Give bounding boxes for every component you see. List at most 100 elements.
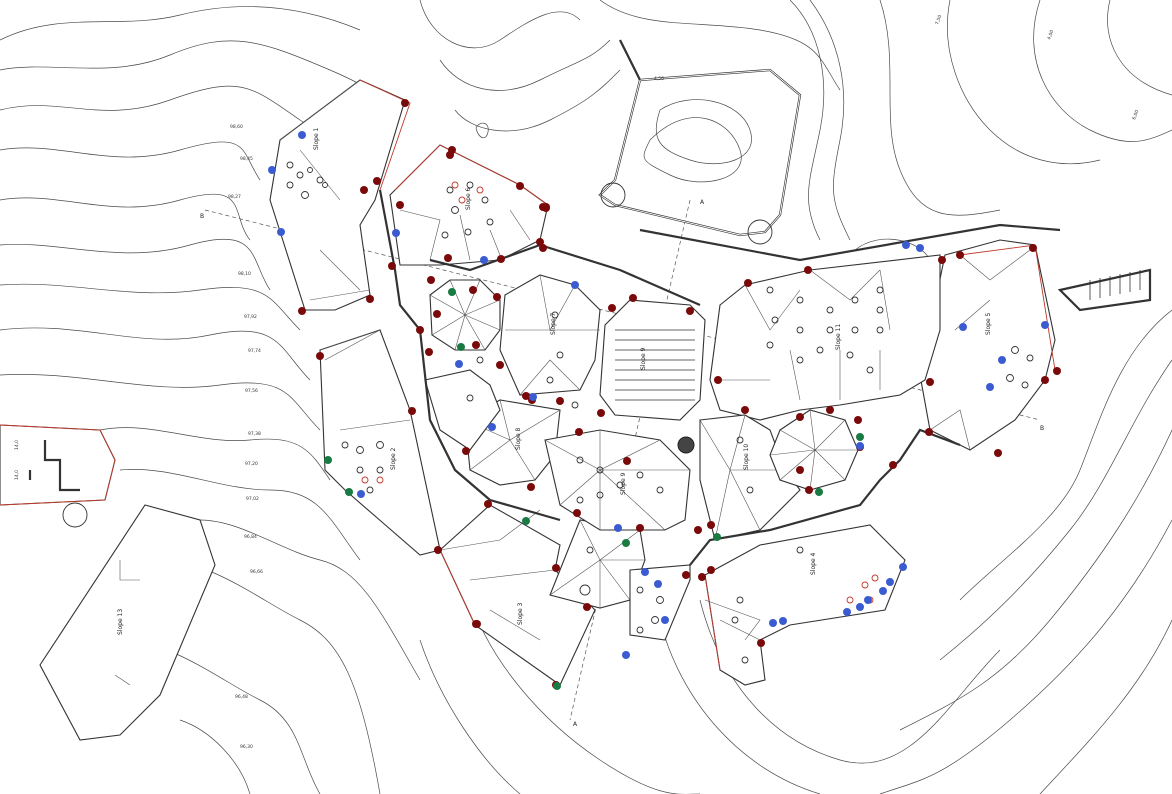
pit-ring (301, 191, 309, 199)
pit-ring (766, 341, 774, 349)
pit-ring (876, 286, 884, 294)
pit-ring (846, 351, 854, 359)
survey-marker-red (796, 466, 804, 474)
pit-ring (546, 376, 554, 384)
survey-markers (268, 99, 1061, 690)
survey-marker-red (804, 266, 812, 274)
pit-ring (851, 296, 859, 304)
survey-marker-red (434, 546, 442, 554)
slope-9-label: Slope 9 (640, 347, 647, 370)
pit-ring (736, 436, 744, 444)
contour-label: 98,27 (228, 194, 241, 200)
survey-marker-red (388, 262, 396, 270)
drain-grate (677, 436, 695, 454)
pit-ring (796, 546, 804, 554)
pit-ring (466, 181, 474, 189)
survey-marker-blue (298, 131, 306, 139)
survey-marker-red (597, 409, 605, 417)
pit-ring-red (846, 596, 854, 604)
survey-marker-blue (268, 166, 276, 174)
survey-marker-red (682, 571, 690, 579)
pit-ring (556, 351, 564, 359)
pit-ring (466, 394, 474, 402)
survey-marker-red (629, 294, 637, 302)
slope-3-label: Slope 3 (517, 602, 524, 625)
pit-ring-red (451, 181, 459, 189)
pit-ring (796, 296, 804, 304)
survey-marker-red (462, 447, 470, 455)
survey-marker-blue (879, 587, 887, 595)
survey-marker-blue (392, 229, 400, 237)
survey-marker-blue (614, 524, 622, 532)
pit-ring-red (476, 186, 484, 194)
slope-4-label: Slope 4 (810, 552, 817, 575)
contour-label: 96,84 (244, 534, 257, 540)
survey-marker-red (636, 524, 644, 532)
elevation-e1: 4,56 (654, 76, 664, 82)
survey-marker-red (744, 279, 752, 287)
slope-2-label: Slope 2 (390, 447, 397, 470)
contour-label: 97,02 (246, 496, 259, 502)
slope-5-label: Slope 5 (985, 312, 992, 335)
survey-marker-red (583, 603, 591, 611)
pit-ring (876, 326, 884, 334)
pit-ring (316, 176, 324, 184)
contour-label: 98,60 (230, 124, 243, 130)
pit-ring (656, 486, 664, 494)
contour-label: 97,74 (248, 348, 261, 354)
contour-label: 97,38 (248, 431, 261, 437)
pit-ring (476, 356, 484, 364)
pit-ring (576, 456, 584, 464)
survey-marker-red (826, 406, 834, 414)
pit-ring (322, 182, 328, 188)
survey-marker-red (360, 186, 368, 194)
survey-marker-blue (998, 356, 1006, 364)
survey-marker-blue (886, 578, 894, 586)
survey-marker-green (856, 433, 864, 441)
survey-marker-blue (779, 617, 787, 625)
pit-ring (826, 326, 834, 334)
contour-label: 97,56 (245, 388, 258, 394)
survey-marker-red (956, 251, 964, 259)
pit-ring (441, 231, 449, 239)
survey-marker-green (448, 288, 456, 296)
pit-ring (1006, 374, 1014, 382)
pit-ring (551, 311, 559, 319)
survey-marker-red (493, 293, 501, 301)
survey-marker-green (713, 533, 721, 541)
pit-ring (571, 401, 579, 409)
pit-ring (636, 471, 644, 479)
survey-marker-blue (357, 490, 365, 498)
pit-ring (796, 356, 804, 364)
survey-marker-red (994, 449, 1002, 457)
survey-marker-blue (986, 383, 994, 391)
pit-ring (356, 466, 364, 474)
survey-marker-red (497, 255, 505, 263)
pit-ring (481, 196, 489, 204)
survey-marker-red (714, 376, 722, 384)
elevation-e5: 14,0 (14, 440, 20, 450)
survey-marker-red (623, 457, 631, 465)
pit-ring (766, 286, 774, 294)
contour-labels: 98,60 98,45 98,27 98,10 97,92 97,74 97,56 97,38… (228, 124, 263, 750)
survey-marker-red (473, 620, 481, 628)
pit-ring-red (861, 581, 869, 589)
survey-marker-red (925, 428, 933, 436)
survey-marker-red (552, 564, 560, 572)
survey-marker-red (608, 304, 616, 312)
pit-ring (876, 306, 884, 314)
survey-marker-red (472, 341, 480, 349)
survey-marker-red (539, 244, 547, 252)
survey-marker-blue (843, 608, 851, 616)
section-mark-a-bottom: A (573, 721, 578, 728)
pit-ring (366, 486, 374, 494)
survey-marker-blue (916, 244, 924, 252)
survey-marker-blue (277, 228, 285, 236)
pit-ring (596, 466, 604, 474)
contour-label: 96,48 (235, 694, 248, 700)
pit-ring (816, 346, 824, 354)
pit-ring-red (361, 476, 369, 484)
survey-marker-green (622, 539, 630, 547)
pit-ring (636, 626, 644, 634)
